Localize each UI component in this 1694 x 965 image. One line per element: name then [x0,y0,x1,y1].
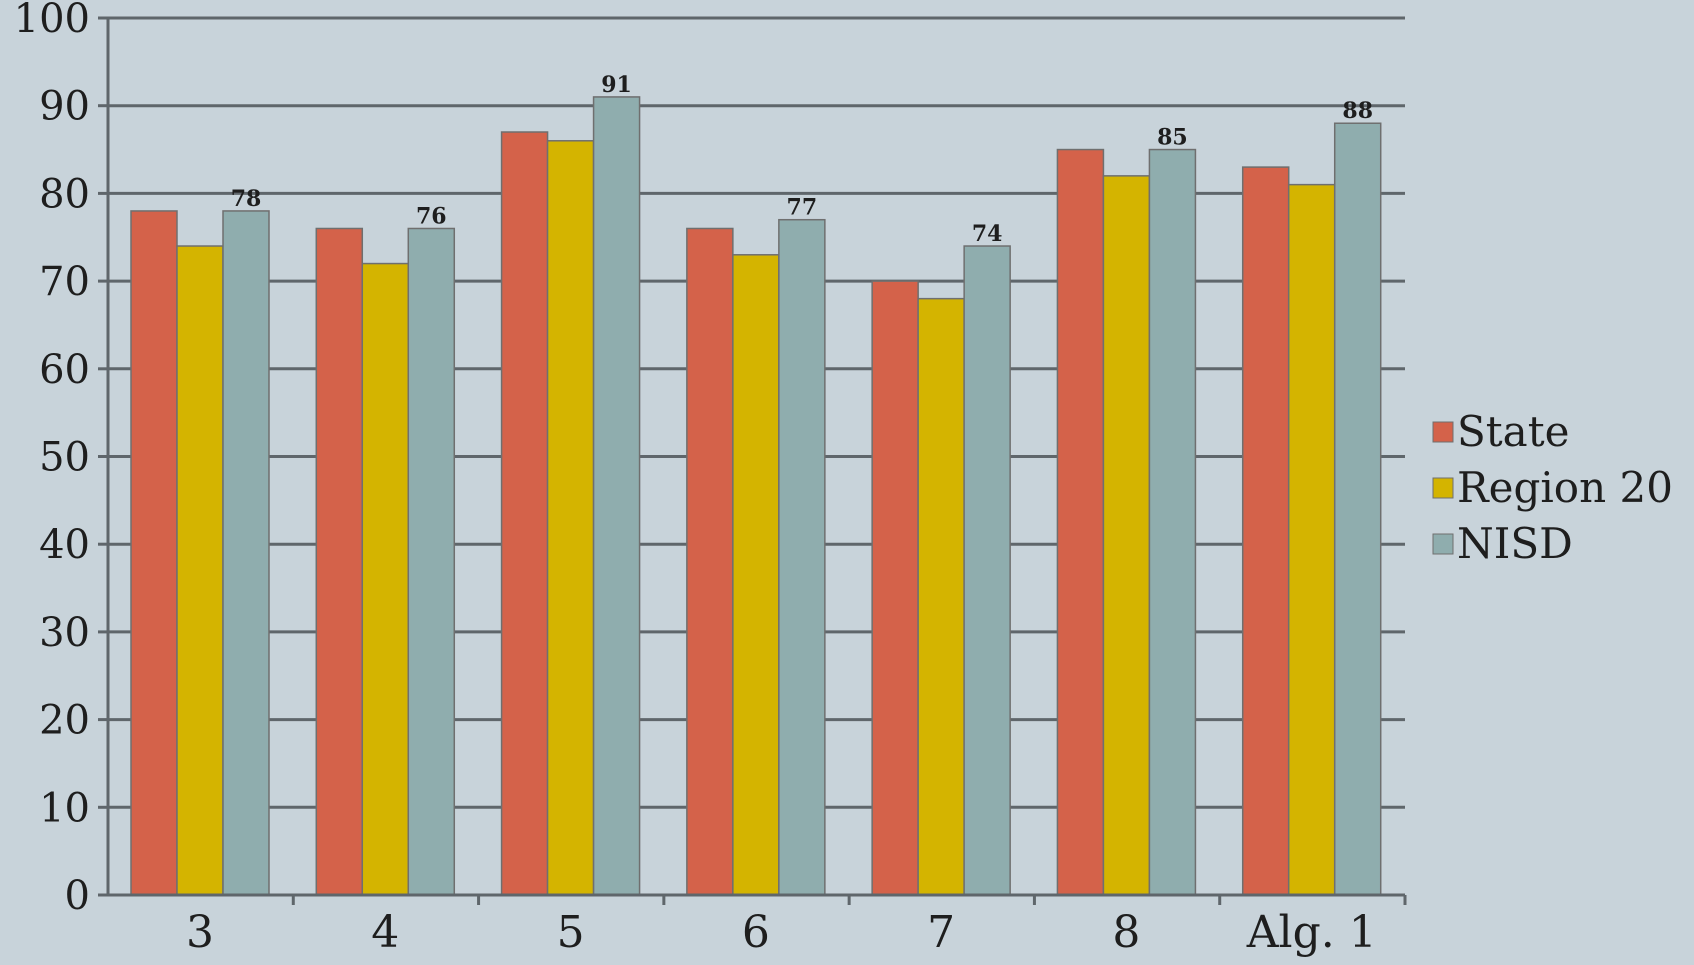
x-category-label: 5 [557,907,585,958]
bar-region-20 [732,254,780,896]
data-label: 91 [601,72,632,98]
bar-state [500,131,549,896]
bar-nisd [963,245,1011,896]
legend-swatch [1432,421,1454,443]
x-category-label: 4 [371,907,399,958]
bar-state [871,280,919,896]
bar-state [1241,166,1290,896]
data-label: 85 [1157,125,1188,151]
y-tick-label: 40 [39,522,90,568]
legend-swatch [1432,533,1454,555]
y-tick-label: 10 [39,785,90,831]
bar-region-20 [1102,175,1151,896]
bar-region-20 [1287,183,1336,896]
y-tick-label: 80 [39,171,90,217]
bar-state [315,227,364,896]
bar-region-20 [361,262,410,896]
y-tick-label: 30 [39,610,90,656]
bar-nisd [592,96,641,896]
bar-state [1056,148,1105,896]
bar-region-20 [917,297,965,896]
axes [98,16,1407,905]
x-category-label: 8 [1112,907,1140,958]
y-tick-label: 0 [65,873,90,919]
bars [130,96,1382,896]
bar-nisd [1148,148,1197,896]
bar-region-20 [546,140,595,896]
data-label: 74 [972,221,1003,247]
bar-state [130,210,178,896]
data-label: 77 [787,195,818,221]
legend-label: Region 20 [1457,463,1673,512]
y-tick-label: 20 [39,698,90,744]
legend: State Region 20 NISD [1432,407,1673,568]
y-tick-label: 70 [39,259,90,305]
legend-swatch [1432,477,1454,499]
legend-label: NISD [1457,519,1573,568]
bar-nisd [1333,122,1382,896]
y-tick-label: 50 [39,435,90,481]
bar-region-20 [176,245,224,896]
data-label: 76 [416,203,447,229]
x-category-label: Alg. 1 [1246,907,1377,958]
x-category-label: 6 [742,907,770,958]
data-label: 78 [231,186,262,212]
bar-nisd [222,210,270,896]
legend-label: State [1457,407,1569,456]
bar-state [686,227,734,896]
x-category-label: 3 [186,907,214,958]
bar-nisd [778,218,826,896]
x-category-label: 7 [927,907,955,958]
y-tick-label: 90 [39,84,90,130]
bar-nisd [407,227,456,896]
y-tick-label: 100 [14,0,90,42]
data-label: 88 [1342,98,1373,124]
y-tick-label: 60 [39,347,90,393]
labels: 0 10 20 30 40 50 60 70 80 90 100 78 3 76 4 91 5 77 6 74 7 85 8… [14,0,1377,958]
